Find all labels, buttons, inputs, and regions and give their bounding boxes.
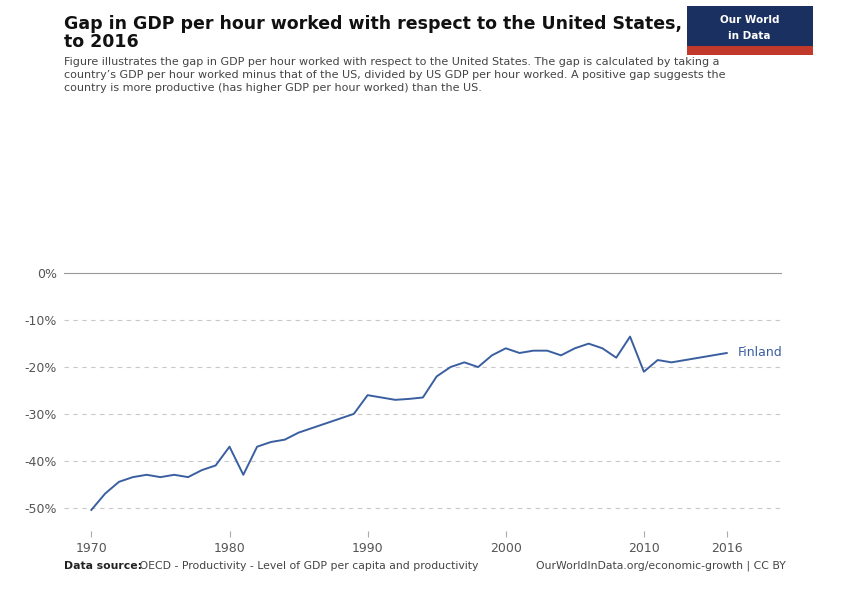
Text: Figure illustrates the gap in GDP per hour worked with respect to the United Sta: Figure illustrates the gap in GDP per ho… [64,57,725,94]
Text: OurWorldInData.org/economic-growth | CC BY: OurWorldInData.org/economic-growth | CC … [536,560,786,571]
Text: Gap in GDP per hour worked with respect to the United States, 1970: Gap in GDP per hour worked with respect … [64,15,736,33]
Text: to 2016: to 2016 [64,33,139,51]
Text: OECD - Productivity - Level of GDP per capita and productivity: OECD - Productivity - Level of GDP per c… [136,561,479,571]
Text: Finland: Finland [738,346,783,359]
Text: Our World: Our World [720,15,779,25]
Text: Data source:: Data source: [64,561,142,571]
Text: in Data: in Data [728,31,771,41]
